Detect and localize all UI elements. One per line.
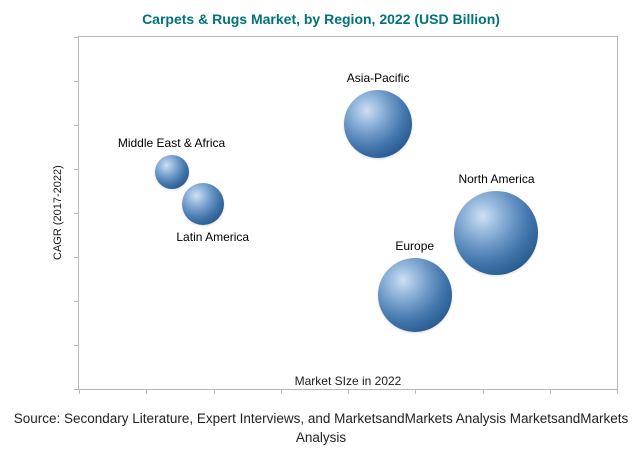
bubble-layer: Middle East & Africa Latin America Asia-Pa… [79, 37, 617, 389]
plot-area: Middle East & Africa Latin America Asia-Pa… [74, 36, 618, 394]
y-axis-tick [74, 257, 78, 258]
y-axis-tick [74, 213, 78, 214]
bubble-label-europe: Europe [395, 238, 435, 253]
bubble-label-latin-america: Latin America [176, 230, 250, 245]
y-axis-tick [74, 81, 78, 82]
bubble-label-asia-pacific: Asia-Pacific [346, 70, 410, 85]
y-axis-tick [74, 345, 78, 346]
y-axis-tick [74, 37, 78, 38]
x-axis-tick [549, 390, 551, 394]
x-axis-tick [213, 390, 215, 394]
chart-title: Carpets & Rugs Market, by Region, 2022 (… [142, 11, 500, 27]
bubble-label-north-america: North America [458, 171, 535, 186]
x-axis-tick [482, 390, 484, 394]
x-axis-label: Market SIze in 2022 [294, 374, 402, 388]
y-axis-tick [74, 301, 78, 302]
x-axis-tick [79, 390, 80, 394]
bubble-north-america [454, 190, 539, 275]
x-axis-tick [146, 390, 148, 394]
bubble-latin-america [181, 183, 224, 226]
y-axis-tick [74, 389, 78, 390]
bubble-europe [377, 257, 452, 332]
source-note-line-1: Source: Secondary Literature, Expert Int… [13, 411, 629, 426]
x-axis-tick [348, 390, 349, 394]
bubble-middle-east-africa [154, 155, 189, 190]
x-axis-tick [617, 390, 618, 394]
y-axis-tick [74, 125, 78, 126]
x-axis-tick [415, 390, 417, 394]
x-axis-tick [280, 390, 282, 394]
y-axis-label: CAGR (2017-2022) [52, 165, 64, 261]
y-axis-tick [74, 169, 78, 170]
bubble-asia-pacific [344, 89, 413, 158]
bubble-label-middle-east-africa: Middle East & Africa [117, 136, 226, 151]
source-note-line-2: Analysis [295, 430, 347, 445]
source-note: Source: Secondary Literature, Expert Int… [0, 409, 642, 447]
